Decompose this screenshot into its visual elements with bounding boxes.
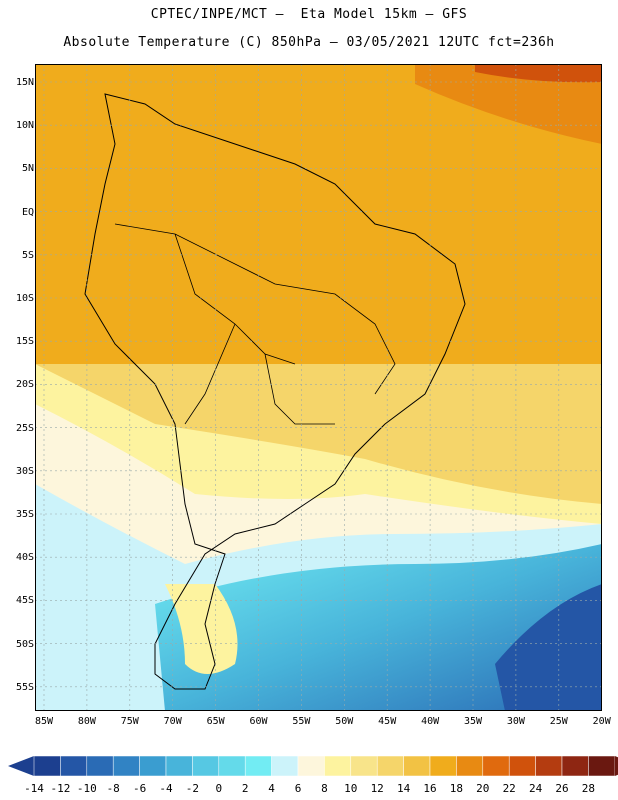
colorbar-swatch [376, 755, 404, 777]
warm-patagonia-field [165, 584, 238, 674]
colorbar-swatch [350, 755, 378, 777]
longitude-label: 55W [292, 716, 311, 727]
colorbar-swatch [218, 755, 246, 777]
colorbar-label: 10 [344, 782, 358, 795]
colorbar-swatch [192, 755, 220, 777]
colorbar-swatch [456, 755, 484, 777]
latitude-label: 25S [15, 422, 34, 434]
latitude-label: EQ [21, 206, 34, 218]
longitude-label: 60W [249, 716, 268, 727]
latitude-label: 10N [15, 120, 34, 132]
chart-title: CPTEC/INPE/MCT – Eta Model 15km – GFS [150, 7, 468, 22]
colorbar-swatch [403, 755, 431, 777]
colorbar-label: -2 [185, 782, 200, 795]
latitude-label: 40S [15, 552, 34, 564]
warm-northeast-field [415, 64, 602, 144]
colorbar-left-arrow [8, 756, 34, 776]
colorbar-swatch [112, 755, 140, 777]
colorbar-label: 12 [370, 782, 384, 795]
colorbar-swatch [482, 755, 510, 777]
coldest-field [495, 584, 602, 711]
longitude-label: 20W [592, 716, 611, 727]
latitude-label: 5N [21, 163, 34, 175]
latitude-label: 45S [15, 595, 34, 607]
longitude-label: 65W [206, 716, 225, 727]
longitude-label: 35W [463, 716, 483, 727]
colorbar-label: -4 [159, 782, 173, 795]
colorbar-label: 8 [321, 782, 328, 795]
longitude-label: 45W [378, 716, 397, 727]
colorbar-label: -6 [132, 782, 147, 795]
latitude-label: 15N [15, 77, 34, 88]
colorbar-swatch [535, 755, 563, 777]
latitude-label: 15S [15, 336, 34, 348]
latitude-label: 50S [15, 638, 34, 650]
colorbar-label: 20 [476, 782, 490, 795]
colorbar-swatch [165, 755, 193, 777]
colorbar-swatch [33, 755, 61, 777]
colorbar-swatch [588, 755, 616, 777]
colorbar-swatch [271, 755, 299, 777]
colorbar-swatch [86, 755, 114, 777]
colorbar-label: 18 [449, 782, 464, 795]
colorbar-label: 28 [581, 782, 596, 795]
colorbar-swatch [244, 755, 272, 777]
colorbar-label: 2 [241, 782, 249, 795]
colorbar-right-arrow [614, 756, 618, 776]
colorbar-label: -10 [76, 782, 97, 795]
temperature-colorbar [8, 755, 618, 777]
latitude-label: 55S [15, 681, 34, 693]
colorbar-swatch [508, 755, 536, 777]
colorbar-swatch [561, 755, 589, 777]
longitude-label: 40W [421, 716, 440, 727]
colorbar-label: -12 [50, 782, 71, 795]
colorbar-swatch [60, 755, 88, 777]
hot-spot-caribbean [475, 64, 602, 83]
colorbar-label: 22 [502, 782, 516, 795]
colorbar-label: 6 [294, 782, 302, 795]
latitude-label: 20S [15, 379, 34, 391]
temperature-map [35, 64, 602, 711]
map-frame [35, 64, 602, 711]
colorbar-label: 14 [396, 782, 411, 795]
longitude-label: 25W [549, 716, 568, 727]
colorbar-swatch [139, 755, 167, 777]
longitude-label: 85W [34, 716, 54, 727]
latitude-label: 30S [15, 465, 34, 477]
colorbar-swatch [324, 755, 352, 777]
colorbar-label: 24 [528, 782, 543, 795]
country-borders [114, 223, 396, 425]
longitude-label: 50W [335, 716, 354, 727]
longitude-label: 70W [163, 716, 182, 727]
colorbar-label: 0 [215, 782, 223, 795]
latitude-label: 5S [21, 249, 34, 261]
longitude-label: 75W [120, 716, 139, 727]
latitude-label: 10S [15, 293, 34, 304]
colorbar-label: -8 [106, 782, 120, 795]
longitude-label: 80W [77, 716, 96, 727]
chart-subtitle: Absolute Temperature (C) 850hPa – 03/05/… [63, 35, 555, 50]
colorbar-label: -14 [24, 782, 44, 795]
latitude-label: 35S [15, 509, 34, 520]
longitude-label: 30W [506, 716, 525, 727]
colorbar-swatch [429, 755, 457, 777]
colder-field [155, 544, 602, 711]
colorbar-label: 26 [555, 782, 569, 795]
south-america-coastline [84, 93, 466, 690]
colorbar-label: 16 [423, 782, 437, 795]
colorbar-label: 4 [268, 782, 275, 795]
colorbar-swatch [297, 755, 325, 777]
